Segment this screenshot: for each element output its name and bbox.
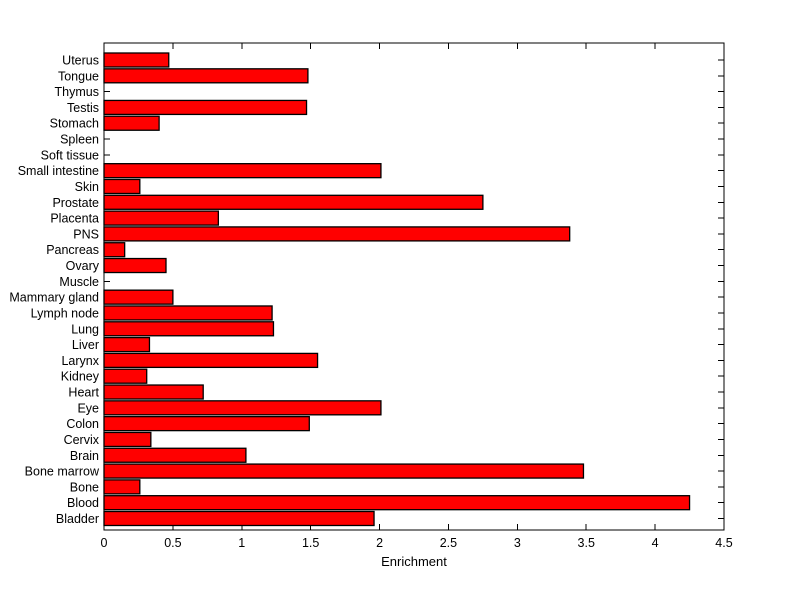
- y-tick-label-small-intestine: Small intestine: [18, 164, 99, 178]
- y-tick-label-lung: Lung: [71, 322, 99, 336]
- bar-pancreas: [103, 242, 126, 258]
- bar-liver: [103, 336, 151, 353]
- y-tick-label-bone-marrow: Bone marrow: [25, 465, 100, 479]
- y-tick-label-lymph-node: Lymph node: [31, 306, 99, 320]
- bar-small-intestine: [103, 163, 382, 179]
- bar-ovary: [103, 257, 167, 274]
- x-tick-label-3.5: 3.5: [578, 536, 595, 550]
- x-tick-label-3: 3: [514, 536, 521, 550]
- y-tick-label-tongue: Tongue: [58, 69, 99, 83]
- y-tick-label-eye: Eye: [77, 401, 99, 415]
- bar-tongue: [103, 68, 309, 84]
- bar-testis: [103, 99, 308, 116]
- y-tick-label-colon: Colon: [66, 417, 99, 431]
- y-tick-label-stomach: Stomach: [50, 117, 99, 131]
- bar-stomach: [103, 115, 160, 131]
- bar-bone-marrow: [103, 463, 585, 479]
- x-tick-label-2: 2: [376, 536, 383, 550]
- bar-heart: [103, 384, 204, 400]
- y-tick-label-blood: Blood: [67, 496, 99, 510]
- y-tick-label-pancreas: Pancreas: [46, 243, 99, 257]
- bar-skin: [103, 178, 141, 195]
- bar-larynx: [103, 352, 319, 369]
- bar-mammary-gland: [103, 289, 174, 305]
- bar-colon: [103, 415, 310, 432]
- bar-prostate: [103, 194, 484, 210]
- y-tick-label-testis: Testis: [67, 101, 99, 115]
- y-tick-label-uterus: Uterus: [62, 54, 99, 68]
- bar-eye: [103, 400, 382, 416]
- bar-blood: [103, 495, 691, 511]
- y-tick-label-kidney: Kidney: [61, 370, 100, 384]
- y-tick-label-larynx: Larynx: [61, 354, 99, 368]
- bar-lymph-node: [103, 305, 273, 321]
- y-tick-label-spleen: Spleen: [60, 133, 99, 147]
- bar-placenta: [103, 210, 220, 226]
- bar-bladder: [103, 510, 375, 527]
- y-tick-label-brain: Brain: [70, 449, 99, 463]
- y-tick-label-mammary-gland: Mammary gland: [9, 291, 99, 305]
- x-tick-label-1: 1: [238, 536, 245, 550]
- y-tick-label-liver: Liver: [72, 338, 99, 352]
- bar-cervix: [103, 431, 152, 448]
- y-tick-label-bladder: Bladder: [56, 512, 99, 526]
- bar-bone: [103, 479, 141, 495]
- x-tick-label-1.5: 1.5: [302, 536, 319, 550]
- x-tick-label-4.5: 4.5: [715, 536, 732, 550]
- x-axis-label: Enrichment: [381, 554, 447, 569]
- y-tick-label-cervix: Cervix: [64, 433, 100, 447]
- y-tick-label-ovary: Ovary: [66, 259, 100, 273]
- y-tick-label-soft-tissue: Soft tissue: [41, 148, 99, 162]
- y-tick-label-placenta: Placenta: [50, 212, 99, 226]
- x-tick-label-0.5: 0.5: [164, 536, 181, 550]
- bar-brain: [103, 447, 247, 463]
- bar-pns: [103, 226, 571, 242]
- plot-area-frame: [103, 42, 725, 531]
- y-tick-label-bone: Bone: [70, 480, 99, 494]
- y-tick-label-pns: PNS: [73, 227, 99, 241]
- bar-lung: [103, 321, 275, 337]
- bar-kidney: [103, 368, 148, 384]
- x-tick-label-4: 4: [652, 536, 659, 550]
- y-tick-label-thymus: Thymus: [55, 85, 99, 99]
- y-tick-label-heart: Heart: [68, 386, 99, 400]
- y-tick-label-skin: Skin: [75, 180, 99, 194]
- y-tick-label-prostate: Prostate: [52, 196, 99, 210]
- x-tick-label-2.5: 2.5: [440, 536, 457, 550]
- bar-uterus: [103, 52, 170, 68]
- y-tick-label-muscle: Muscle: [59, 275, 99, 289]
- x-tick-label-0: 0: [101, 536, 108, 550]
